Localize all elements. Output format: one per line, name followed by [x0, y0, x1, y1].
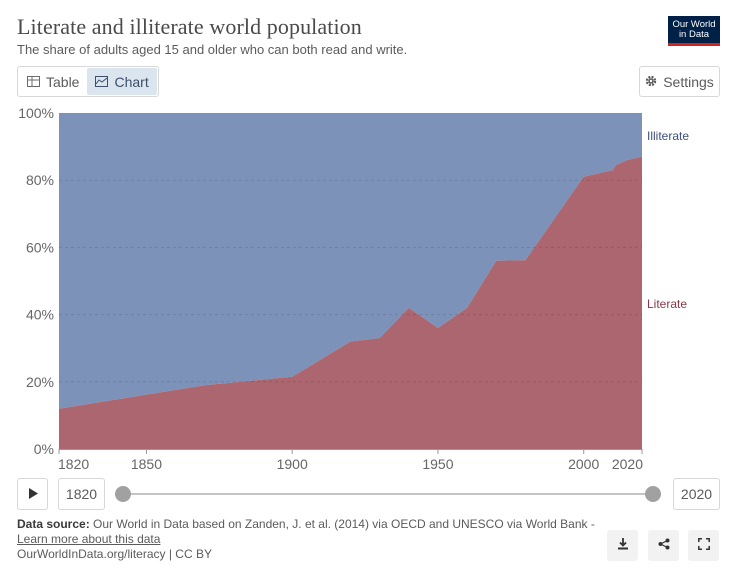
- play-button[interactable]: [17, 478, 48, 510]
- learn-more-link[interactable]: Learn more about this data: [17, 532, 161, 546]
- y-tick-label: 20%: [26, 374, 54, 390]
- logo-line-2: in Data: [678, 29, 710, 40]
- x-tick-label: 1820: [58, 456, 89, 472]
- source-text: Our World in Data based on Zanden, J. et…: [93, 517, 595, 531]
- chart-title: Literate and illiterate world population: [17, 14, 362, 39]
- tab-table-label: Table: [46, 73, 80, 90]
- download-button[interactable]: [607, 530, 638, 561]
- download-icon: [617, 537, 629, 555]
- view-tabs: Table Chart: [17, 66, 159, 97]
- y-tick-label: 60%: [26, 239, 54, 255]
- x-tick-label: 2000: [568, 456, 599, 472]
- share-icon: [658, 537, 670, 555]
- url-line[interactable]: OurWorldInData.org/literacy | CC BY: [17, 547, 212, 561]
- timeline-controls: 1820 2020: [17, 478, 720, 510]
- tab-chart-label: Chart: [114, 73, 149, 90]
- timeline-start-handle[interactable]: [115, 486, 131, 502]
- legend-label-literate: Literate: [647, 297, 687, 311]
- chart-icon: [95, 74, 109, 90]
- y-tick-label: 80%: [26, 172, 54, 188]
- series-area-illiterate: [59, 113, 642, 409]
- tab-table[interactable]: Table: [19, 68, 87, 95]
- share-button[interactable]: [648, 530, 679, 561]
- x-tick-label: 1850: [131, 456, 162, 472]
- timeline-end-handle[interactable]: [645, 486, 661, 502]
- source-line: Data source: Our World in Data based on …: [17, 517, 597, 532]
- gear-icon: [645, 74, 657, 90]
- play-icon: [28, 486, 38, 502]
- source-label: Data source:: [17, 517, 90, 531]
- y-tick-label: 0%: [34, 441, 54, 457]
- footer: Data source: Our World in Data based on …: [17, 517, 597, 562]
- y-tick-label: 40%: [26, 307, 54, 323]
- timeline-start-label[interactable]: 1820: [58, 478, 105, 510]
- timeline-track[interactable]: [123, 493, 653, 495]
- timeline-end-label[interactable]: 2020: [673, 478, 720, 510]
- fullscreen-icon: [697, 537, 710, 555]
- x-tick-label: 1950: [422, 456, 453, 472]
- area-chart: 0% 20% 40% 60% 80% 100% 1820 1850 1900 1950 2000 20…: [18, 105, 689, 472]
- y-tick-label: 100%: [18, 105, 54, 121]
- tab-chart[interactable]: Chart: [87, 68, 157, 95]
- legend-label-illiterate: Illiterate: [647, 129, 689, 143]
- series-area-literate: [59, 156, 642, 449]
- x-tick-label: 1900: [277, 456, 308, 472]
- chart-subtitle: The share of adults aged 15 and older wh…: [17, 42, 408, 57]
- settings-button[interactable]: Settings: [639, 66, 720, 97]
- x-tick-label: 2020: [612, 456, 643, 472]
- logo-line-1: Our World: [672, 19, 716, 30]
- table-icon: [27, 74, 40, 90]
- settings-label: Settings: [663, 73, 714, 90]
- fullscreen-button[interactable]: [688, 530, 719, 561]
- owid-logo[interactable]: Our World in Data: [668, 16, 720, 46]
